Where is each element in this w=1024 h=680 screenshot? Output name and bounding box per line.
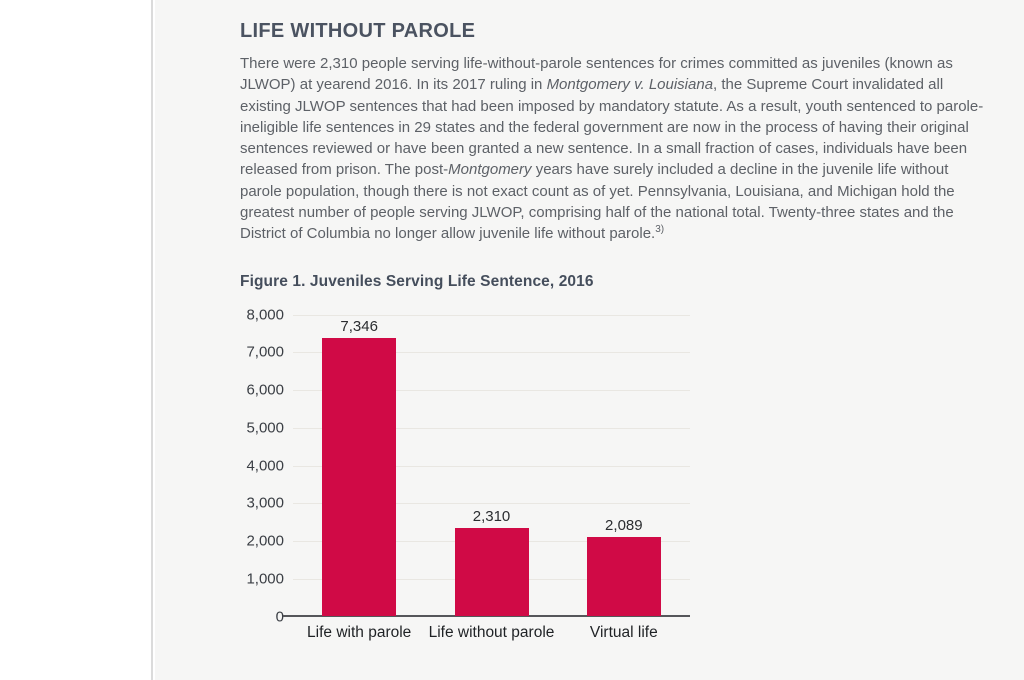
y-tick-label: 4,000: [246, 457, 284, 475]
y-tick-label: 8,000: [246, 306, 284, 324]
y-tick-label: 5,000: [246, 419, 284, 437]
paragraph-segment: Montgomery v. Louisiana: [546, 76, 714, 94]
paragraph-segment: 3): [655, 224, 665, 236]
gridline: [293, 427, 690, 429]
x-tick-label: Life without parole: [428, 623, 555, 641]
x-tick-label: Life with parole: [307, 623, 412, 641]
y-tick-label: 2,000: [246, 532, 284, 550]
y-tick-label: 3,000: [246, 494, 284, 512]
content-panel: LIFE WITHOUT PAROLE There were 2,310 peo…: [155, 0, 1024, 680]
y-tick-label: 6,000: [246, 381, 284, 399]
y-tick-label: 1,000: [246, 570, 284, 588]
y-tick-label: 0: [275, 608, 284, 626]
figure-title: Figure 1. Juveniles Serving Life Sentenc…: [240, 272, 594, 290]
body-paragraph: There were 2,310 people serving life-wit…: [240, 53, 988, 245]
gridline: [293, 503, 690, 505]
y-axis-labels: 8,000 7,000 6,000 5,000 4,000 3,000 2,000 1,000…: [240, 306, 284, 625]
paragraph-segment: , the Supreme Court invalidated all exis…: [240, 76, 984, 179]
bar-chart: 8,000 7,000 6,000 5,000 4,000 3,000 2,000 1,000…: [240, 306, 700, 642]
gridline: [293, 352, 690, 354]
x-axis-labels: Life with parole Life without parole Virtu…: [293, 617, 690, 642]
bar-value-label: 2,310: [472, 508, 511, 526]
x-axis-line: [283, 614, 690, 617]
gridline: [293, 314, 690, 316]
gridline: [293, 465, 690, 467]
paragraph-segment: years have surely included a decline in …: [240, 161, 955, 243]
y-tick-label: 7,000: [246, 343, 284, 361]
left-margin: [0, 0, 151, 680]
vertical-divider: [151, 0, 153, 680]
bar-value-label: 7,346: [340, 318, 378, 336]
paragraph-segment: Montgomery: [448, 161, 532, 179]
chart-grid: 7,346 2,310 2,089: [283, 314, 690, 617]
bar-life-with-parole: 7,346: [322, 318, 397, 616]
chart-plot-area: 8,000 7,000 6,000 5,000 4,000 3,000 2,000 1,000…: [240, 306, 700, 625]
bar-life-without-parole: 2,310: [454, 508, 529, 616]
x-tick-label: Virtual life: [589, 623, 658, 641]
bar-virtual-life: 2,089: [586, 517, 661, 616]
gridline: [293, 390, 690, 392]
bar-value-label: 2,089: [605, 516, 643, 534]
paragraph-segment: There were 2,310 people serving life-wit…: [240, 55, 953, 94]
section-heading: LIFE WITHOUT PAROLE: [240, 20, 476, 42]
